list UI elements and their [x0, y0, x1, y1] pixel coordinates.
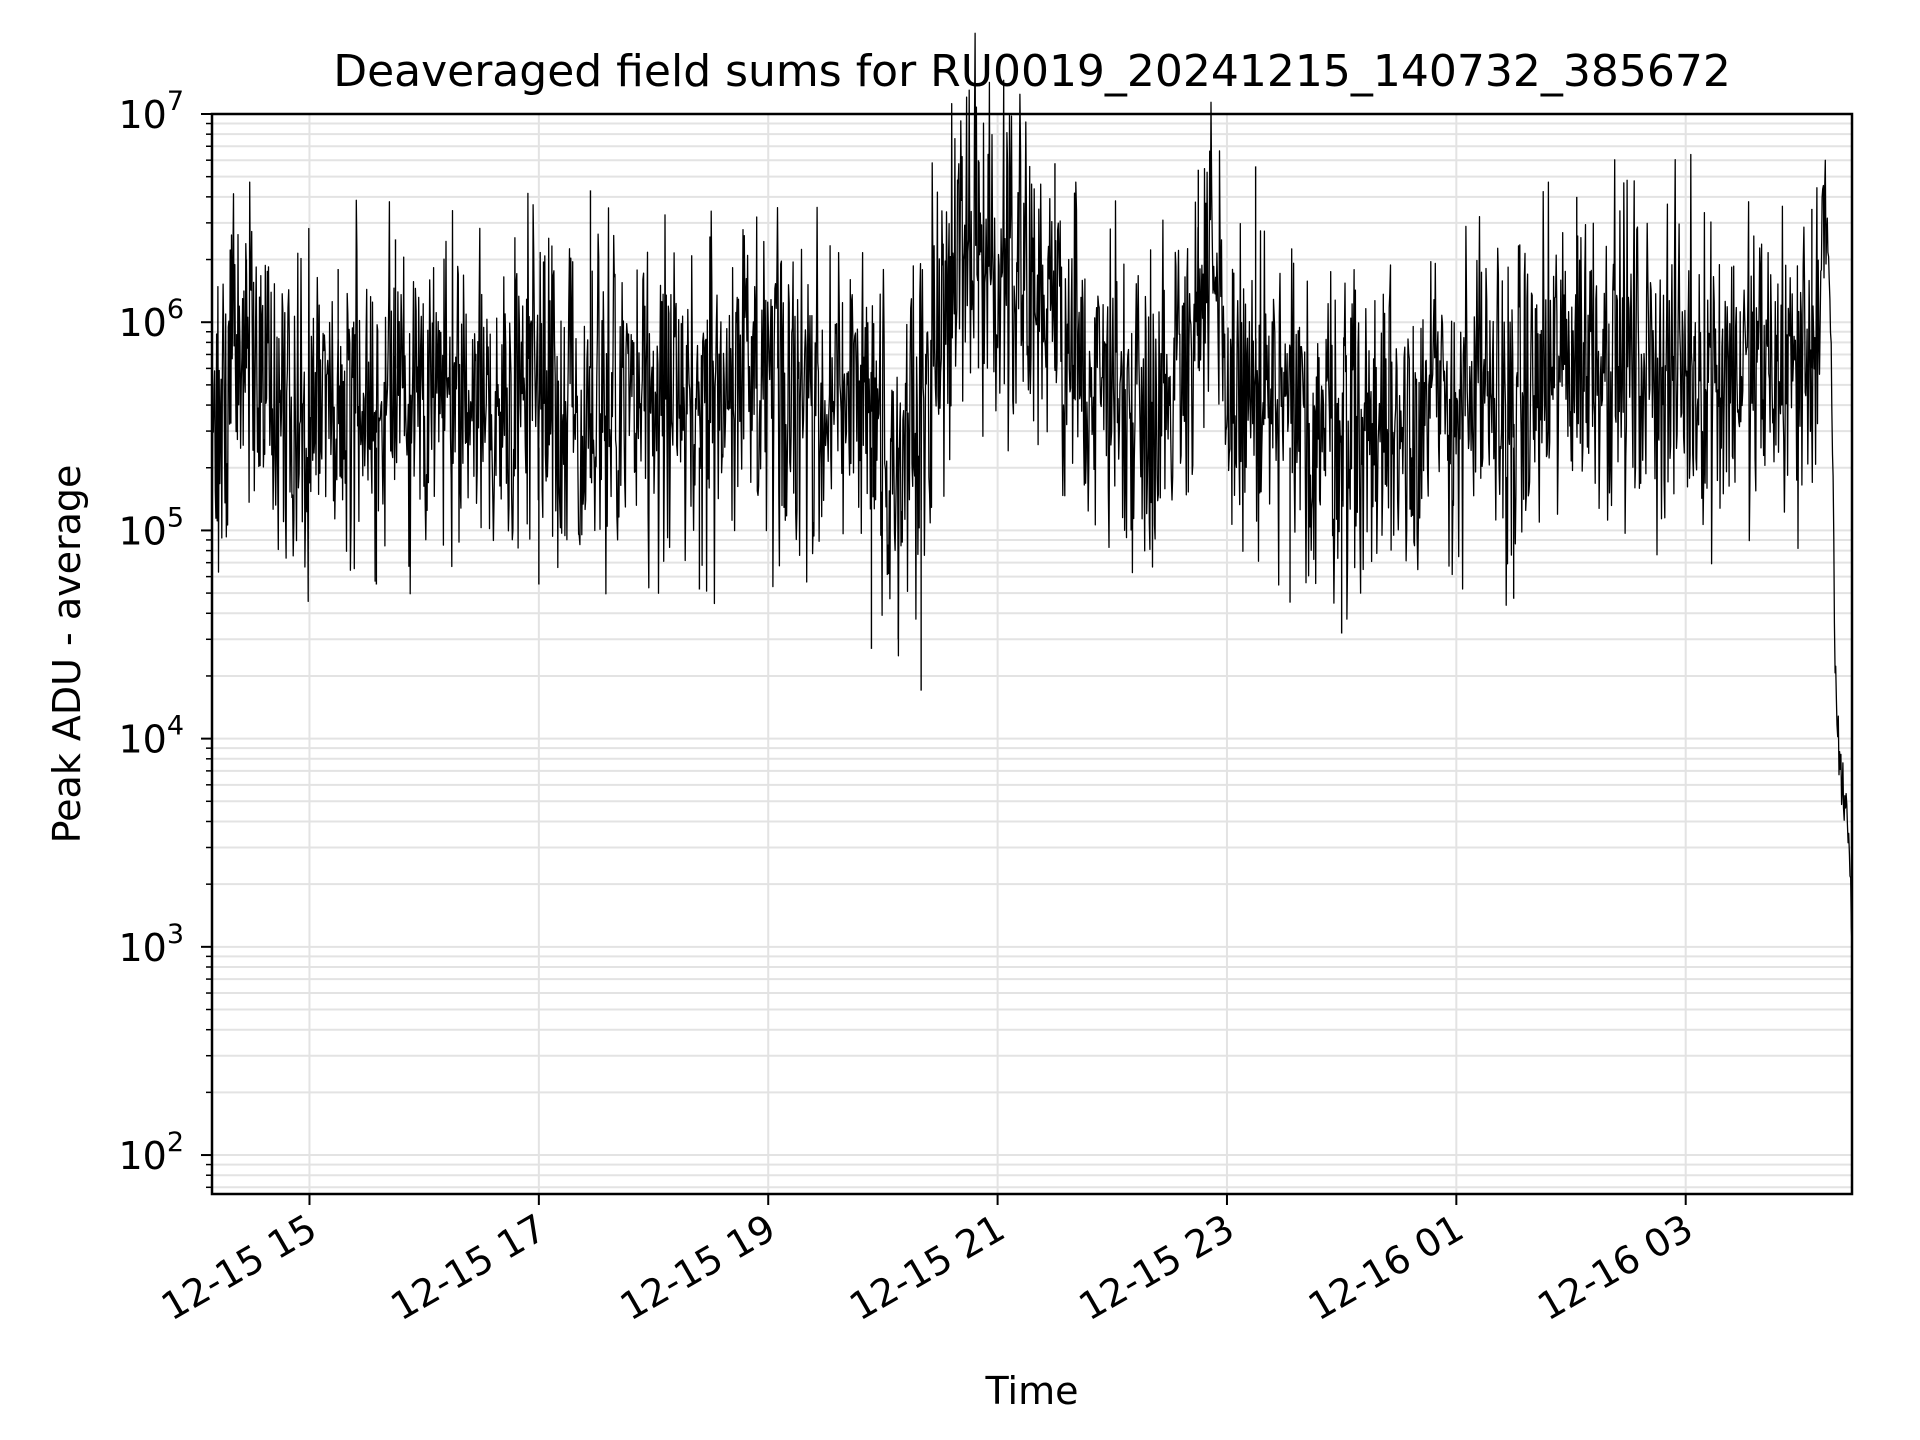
y-tick-label: 106	[118, 294, 184, 345]
y-tick-label: 105	[118, 502, 184, 553]
y-tick-label: 102	[118, 1127, 184, 1178]
series-line	[211, 32, 1853, 946]
y-tick-label: 107	[118, 86, 184, 137]
series-layer	[211, 32, 1853, 946]
y-tick-label: 103	[118, 919, 184, 970]
x-axis-label: Time	[985, 1369, 1079, 1413]
y-axis-label: Peak ADU - average	[45, 465, 89, 844]
y-tick-label: 104	[118, 711, 184, 762]
plot-frame	[210, 112, 1854, 1196]
chart-title: Deaveraged field sums for RU0019_2024121…	[333, 46, 1731, 97]
